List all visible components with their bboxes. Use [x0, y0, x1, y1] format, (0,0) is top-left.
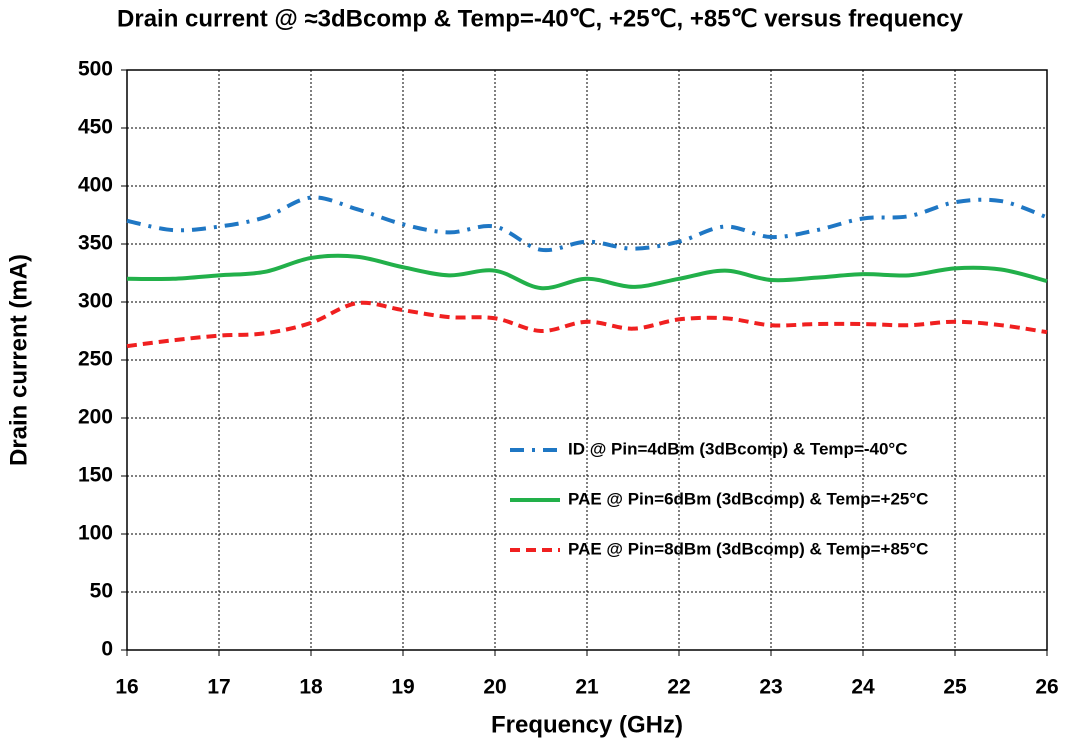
y-tick-label: 0 — [101, 638, 113, 661]
y-tick-label: 300 — [78, 290, 113, 313]
x-tick-label: 23 — [759, 676, 782, 699]
x-axis-label: Frequency (GHz) — [491, 711, 683, 738]
y-tick-label: 500 — [78, 58, 113, 81]
y-tick-label: 350 — [78, 232, 113, 255]
y-axis-label: Drain current (mA) — [5, 254, 32, 466]
x-tick-label: 17 — [207, 676, 230, 699]
y-tick-label: 50 — [90, 580, 113, 603]
legend-label: ID @ Pin=4dBm (3dBcomp) & Temp=-40°C — [568, 439, 908, 458]
y-tick-label: 200 — [78, 406, 113, 429]
x-tick-label: 22 — [667, 676, 690, 699]
y-tick-label: 250 — [78, 348, 113, 371]
y-tick-label: 150 — [78, 464, 113, 487]
x-tick-label: 21 — [575, 676, 599, 699]
chart-title: Drain current @ ≈3dBcomp & Temp=-40℃, +2… — [117, 5, 964, 32]
legend-label: PAE @ Pin=6dBm (3dBcomp) & Temp=+25°C — [568, 489, 928, 508]
legend-label: PAE @ Pin=8dBm (3dBcomp) & Temp=+85°C — [568, 539, 928, 558]
x-tick-label: 19 — [391, 676, 414, 699]
series-line — [126, 253, 1048, 291]
x-tick-label: 25 — [943, 676, 967, 699]
y-tick-label: 100 — [78, 522, 113, 545]
y-tick-label: 400 — [78, 174, 113, 197]
x-tick-label: 20 — [483, 676, 506, 699]
x-tick-label: 26 — [1035, 676, 1058, 699]
x-tick-label: 18 — [299, 676, 323, 699]
series-line — [126, 195, 1048, 253]
y-tick-label: 450 — [78, 116, 113, 139]
plot-border — [126, 69, 1048, 651]
x-tick-label: 16 — [115, 676, 138, 699]
series-line — [126, 300, 1048, 349]
x-tick-label: 24 — [851, 676, 875, 699]
